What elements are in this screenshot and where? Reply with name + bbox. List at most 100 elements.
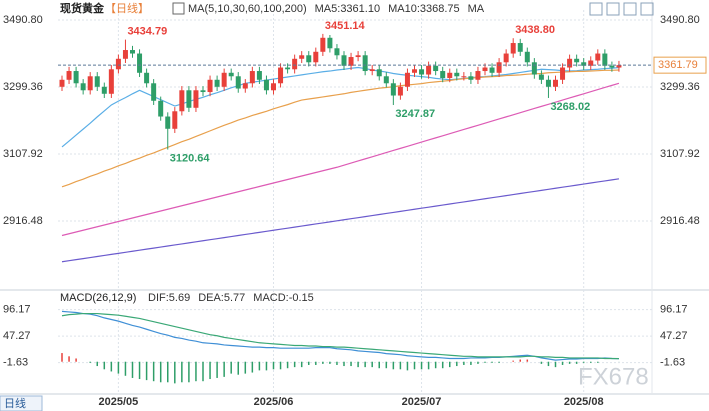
icon[interactable] (623, 2, 637, 16)
candle-body (214, 79, 220, 87)
y-tick-label: -1.63 (660, 357, 685, 369)
candle-body (158, 100, 164, 117)
candle-body (426, 65, 432, 75)
candle-body (80, 83, 86, 91)
candle-body (221, 72, 227, 87)
candle-body (581, 62, 587, 66)
candle-body (376, 69, 382, 77)
dea-line (61, 312, 619, 360)
y-tick-label: 3490.80 (660, 14, 700, 26)
candle-body (362, 55, 368, 72)
candle-body (66, 71, 72, 80)
icon[interactable] (606, 2, 620, 16)
legend-entry: MA10:3368.75 (388, 3, 460, 15)
candle-body (228, 72, 234, 77)
y-tick-label: 3299.36 (660, 81, 700, 93)
candle-body (200, 90, 206, 93)
last-price-box (653, 56, 707, 74)
legend-entry: MA (468, 3, 485, 15)
candle-body (517, 43, 523, 52)
candle-body (560, 67, 566, 80)
candle-body (341, 55, 347, 66)
y-tick-label: 96.17 (660, 304, 688, 316)
candle-body (137, 53, 143, 73)
candle-body (433, 65, 439, 72)
candle-body (299, 55, 305, 59)
candle-body (609, 65, 615, 68)
y-tick-label: 3299.36 (3, 81, 43, 93)
candle-body (151, 83, 157, 101)
high-label: 3434.79 (127, 26, 167, 38)
candle-body (390, 83, 396, 96)
candle-body (553, 79, 558, 87)
period-tab[interactable] (0, 395, 43, 411)
x-tick-label: 2025/05 (99, 396, 139, 408)
candle-body (87, 76, 93, 91)
low-label: 3247.87 (395, 108, 435, 120)
candle-body (567, 58, 573, 68)
candle-body (59, 79, 65, 87)
last-price-label: 3361.79 (658, 59, 698, 71)
y-tick-label: -1.63 (3, 357, 28, 369)
candle-body (327, 37, 333, 49)
candle-body (538, 74, 544, 80)
candle-body (447, 72, 453, 79)
candle-body (263, 79, 269, 91)
candle-body (475, 71, 481, 80)
watermark: FX678 (578, 363, 649, 390)
legend-entry: MA5:3361.10 (315, 3, 380, 15)
chart-title: 现货黄金 (60, 1, 105, 15)
high-label: 3451.14 (325, 20, 366, 32)
candle-body (482, 67, 488, 72)
candle-body (383, 76, 389, 84)
candle-body (355, 55, 361, 58)
candle-body (595, 53, 601, 61)
y-tick-label: 96.17 (3, 304, 31, 316)
candle-body (369, 69, 375, 72)
dif-line (61, 310, 619, 361)
candle-body (461, 76, 467, 78)
period-label: 日线 (4, 396, 26, 410)
candle-body (242, 83, 248, 89)
x-tick-label: 2025/08 (564, 396, 604, 408)
y-tick-label: 47.27 (660, 330, 688, 342)
candle-body (207, 79, 213, 93)
candle-body (186, 90, 192, 108)
candle-body (179, 90, 185, 112)
candle-body (404, 72, 410, 87)
candle-body (602, 53, 608, 66)
candle-body (256, 71, 262, 80)
candle-body (285, 67, 291, 70)
candle-body (278, 67, 284, 84)
candle-body (531, 62, 537, 75)
ma-line (61, 178, 620, 263)
candle-body (130, 50, 135, 54)
high-label: 3438.80 (515, 24, 555, 36)
y-tick-label: 2916.48 (660, 215, 700, 227)
toolbar-icons[interactable] (589, 2, 654, 16)
candle-body (144, 72, 150, 84)
candle-body (108, 69, 114, 94)
candle-body (193, 90, 199, 108)
low-label: 3268.02 (550, 101, 590, 113)
chart-subtitle: 【日线】 (105, 1, 149, 15)
ma-line (61, 82, 620, 237)
icon[interactable] (589, 2, 603, 16)
low-label: 3120.64 (170, 152, 211, 164)
legend-entry: MACD:-0.15 (253, 292, 314, 304)
candle-body (165, 116, 171, 129)
ma-checkbox[interactable] (172, 2, 185, 15)
icon[interactable] (640, 2, 654, 16)
x-tick-label: 2025/06 (254, 396, 294, 408)
candle-body (510, 43, 516, 54)
candle-body (334, 48, 340, 56)
y-tick-label: 3107.92 (3, 148, 43, 160)
candle-body (271, 83, 276, 91)
ma-line (61, 69, 619, 188)
candle-body (249, 71, 255, 84)
candle-body (320, 37, 326, 52)
candle-body (348, 57, 354, 66)
candle-body (588, 60, 594, 66)
candle-body (397, 86, 403, 96)
